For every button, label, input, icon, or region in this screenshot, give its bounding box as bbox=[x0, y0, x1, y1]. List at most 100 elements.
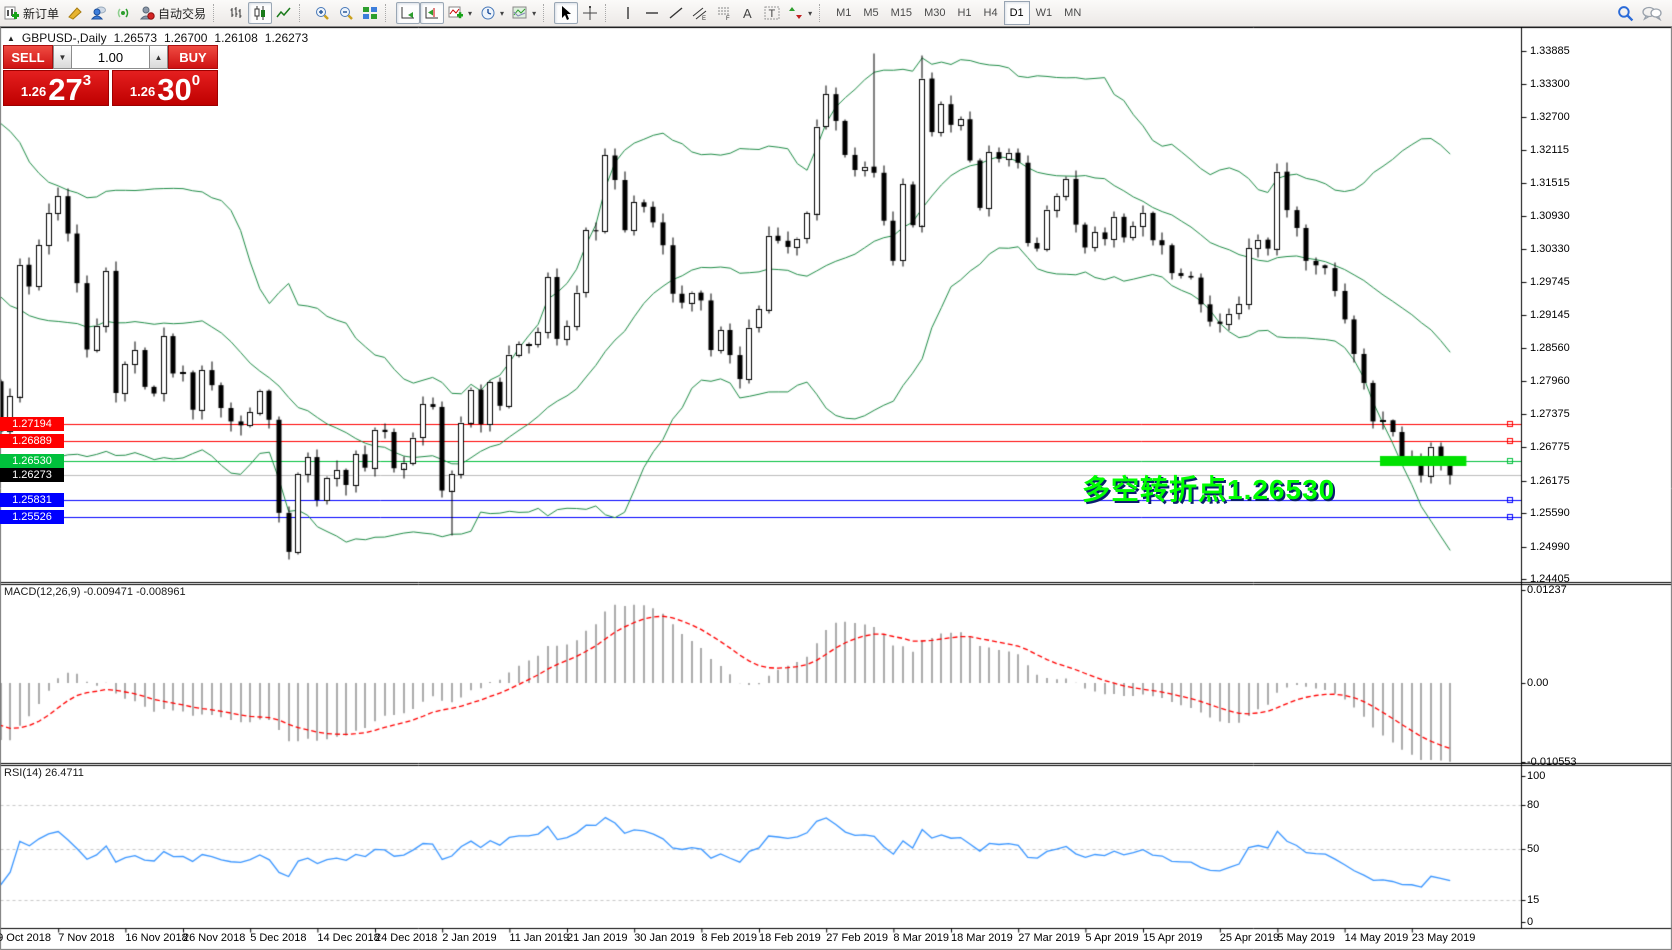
line-chart-mode-button[interactable] bbox=[272, 2, 296, 24]
templates-button[interactable]: ▾ bbox=[508, 2, 540, 24]
sell-price-sup: 3 bbox=[82, 72, 92, 89]
crosshair-icon bbox=[583, 6, 598, 20]
toolbar-separator bbox=[385, 4, 393, 22]
buy-price-tile[interactable]: 1.26 30 0 bbox=[112, 70, 218, 106]
rsi-label: RSI(14) bbox=[4, 767, 42, 779]
signals-button[interactable] bbox=[111, 2, 135, 24]
text-a-icon: A bbox=[743, 6, 752, 21]
one-click-trading-panel: SELL ▼ ▲ BUY 1.26 27 3 1.26 30 0 bbox=[3, 45, 218, 106]
ohlc-high: 1.26700 bbox=[164, 31, 208, 45]
horizontal-line-button[interactable] bbox=[640, 2, 664, 24]
clock-icon bbox=[481, 6, 495, 20]
buy-price-small: 1.26 bbox=[129, 84, 156, 99]
text-label-icon: T bbox=[764, 6, 780, 20]
toolbar-separator bbox=[299, 4, 307, 22]
vertical-line-button[interactable] bbox=[616, 2, 640, 24]
autotrading-button[interactable]: 自动交易 bbox=[135, 2, 210, 24]
macd-panel-label: MACD(12,26,9) -0.009471 -0.008961 bbox=[4, 586, 186, 598]
indicators-button[interactable]: ▾ bbox=[444, 2, 476, 24]
rsi-panel-label: RSI(14) 26.4711 bbox=[4, 767, 84, 779]
equidistant-channel-button[interactable]: E bbox=[688, 2, 712, 24]
person-cloud-icon bbox=[91, 6, 107, 20]
timeframe-mn-button[interactable]: MN bbox=[1064, 7, 1082, 19]
candlestick-icon bbox=[254, 6, 266, 20]
text-button[interactable]: A bbox=[736, 2, 760, 24]
timeframe-m1-button[interactable]: M1 bbox=[836, 7, 852, 19]
main-toolbar: 新订单 自动交易 ▾ ▾ bbox=[0, 0, 1672, 27]
auto-scroll-icon bbox=[401, 7, 415, 19]
trendline-button[interactable] bbox=[664, 2, 688, 24]
auto-scroll-button[interactable] bbox=[396, 2, 421, 24]
arrows-button[interactable]: ▾ bbox=[784, 2, 816, 24]
line-chart-icon bbox=[276, 7, 291, 18]
ohlc-low: 1.26108 bbox=[214, 31, 258, 45]
autotrading-label: 自动交易 bbox=[158, 6, 207, 21]
cursor-button[interactable] bbox=[554, 2, 579, 24]
dropdown-caret: ▾ bbox=[468, 8, 473, 18]
svg-text:A: A bbox=[743, 6, 752, 21]
sell-price-small: 1.26 bbox=[20, 84, 47, 99]
volume-input[interactable] bbox=[72, 45, 149, 69]
fibonacci-icon: F bbox=[718, 7, 730, 21]
chart-shift-button[interactable] bbox=[420, 2, 445, 24]
timeframe-h1-button[interactable]: H1 bbox=[957, 7, 972, 19]
timeframe-h4-button[interactable]: H4 bbox=[983, 7, 998, 19]
timeframe-m5-button[interactable]: M5 bbox=[863, 7, 879, 19]
dropdown-caret: ▾ bbox=[500, 8, 505, 18]
periods-button[interactable]: ▾ bbox=[476, 2, 508, 24]
chart-header: ▲ GBPUSD-,Daily 1.26573 1.26700 1.26108 … bbox=[7, 31, 308, 45]
market-watch-button[interactable] bbox=[87, 2, 111, 24]
new-order-label: 新订单 bbox=[23, 6, 60, 21]
svg-text:E: E bbox=[702, 16, 706, 21]
vertical-line-icon bbox=[627, 7, 629, 19]
ohlc-bars-icon bbox=[230, 7, 242, 18]
sell-button[interactable]: SELL bbox=[3, 45, 53, 69]
candlestick-mode-button[interactable] bbox=[248, 2, 273, 24]
toolbar-separator bbox=[543, 4, 551, 22]
buy-button[interactable]: BUY bbox=[168, 45, 218, 69]
bar-chart-mode-button[interactable] bbox=[224, 2, 248, 24]
metaeditor-button[interactable] bbox=[63, 2, 87, 24]
tile-windows-button[interactable] bbox=[358, 2, 382, 24]
zoom-in-button[interactable] bbox=[310, 2, 334, 24]
signal-icon bbox=[117, 8, 129, 18]
ohlc-close: 1.26273 bbox=[264, 31, 309, 45]
toolbar-separator bbox=[819, 4, 827, 22]
timeframe-m15-button[interactable]: M15 bbox=[890, 7, 913, 19]
tile-windows-icon bbox=[363, 7, 378, 19]
chat-icon[interactable] bbox=[1642, 5, 1662, 21]
timeframe-w1-button[interactable]: W1 bbox=[1035, 7, 1053, 19]
macd-label: MACD(12,26,9) bbox=[4, 586, 81, 598]
chart-annotation-text: 多空转折点1.26530 bbox=[1082, 474, 1336, 505]
horizontal-line-icon bbox=[646, 12, 659, 14]
zoom-out-button[interactable] bbox=[334, 2, 358, 24]
toolbar-separator bbox=[605, 4, 613, 22]
buy-price-big: 30 bbox=[157, 71, 192, 107]
sell-price-tile[interactable]: 1.26 27 3 bbox=[3, 70, 109, 106]
buy-price-sup: 0 bbox=[191, 72, 201, 89]
symbol-label: GBPUSD-,Daily bbox=[21, 31, 107, 45]
text-label-button[interactable]: T bbox=[760, 2, 784, 24]
fibonacci-button[interactable]: F bbox=[712, 2, 736, 24]
crosshair-button[interactable] bbox=[578, 2, 602, 24]
trendline-icon bbox=[669, 7, 683, 19]
svg-text:T: T bbox=[769, 8, 776, 20]
arrows-icon bbox=[789, 7, 803, 19]
timeframe-d1-button[interactable]: D1 bbox=[1003, 1, 1030, 25]
indicators-icon bbox=[448, 6, 464, 19]
volume-increase-button[interactable]: ▲ bbox=[149, 45, 168, 69]
cursor-icon bbox=[562, 6, 572, 20]
zoom-in-icon bbox=[316, 7, 329, 20]
price-chart-canvas[interactable] bbox=[0, 27, 1672, 950]
new-order-icon bbox=[4, 6, 19, 20]
svg-text:F: F bbox=[726, 16, 730, 21]
search-icon[interactable] bbox=[1617, 5, 1634, 22]
zoom-out-icon bbox=[340, 7, 353, 20]
crayon-icon bbox=[68, 7, 82, 20]
new-order-button[interactable]: 新订单 bbox=[0, 2, 63, 24]
collapse-icon[interactable]: ▲ bbox=[7, 33, 15, 43]
volume-decrease-button[interactable]: ▼ bbox=[53, 45, 72, 69]
rsi-value: 26.4711 bbox=[44, 767, 84, 779]
chart-window: 1.33885 1.33300 1.32700 1.32115 1.31515 1.309… bbox=[0, 27, 1672, 950]
timeframe-m30-button[interactable]: M30 bbox=[924, 7, 946, 19]
